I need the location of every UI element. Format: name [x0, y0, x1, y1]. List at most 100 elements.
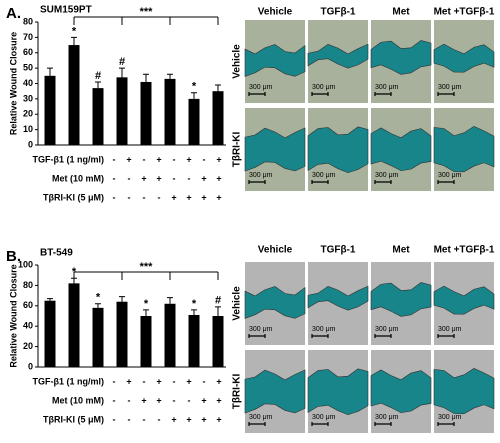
- significance-mark: *: [72, 25, 77, 37]
- bar: [92, 307, 104, 367]
- condition-sign: -: [173, 154, 176, 164]
- condition-sign: +: [156, 376, 161, 386]
- significance-mark: *: [96, 292, 101, 304]
- condition-sign: +: [156, 154, 161, 164]
- error-bar: [215, 84, 221, 92]
- scale-bar: [437, 422, 455, 426]
- scale-bar: [437, 334, 455, 338]
- chart-title: SUM159PT: [40, 5, 92, 16]
- y-axis-label: Relative Wound Closure: [8, 264, 18, 367]
- scale-bar: [248, 422, 266, 426]
- image-column-label: Met +TGFβ-1: [434, 7, 495, 18]
- scale-bar-label: 300 μm: [375, 326, 399, 333]
- image-row-label: TβRI-KI: [232, 374, 243, 410]
- y-tick-label: 30: [23, 93, 33, 103]
- y-tick-label: 40: [23, 321, 33, 331]
- error-bar: [119, 296, 125, 302]
- scale-bar: [311, 92, 329, 96]
- condition-sign: +: [201, 395, 206, 405]
- wound-area: [307, 126, 369, 174]
- bar: [116, 301, 128, 367]
- condition-sign: -: [143, 414, 146, 424]
- condition-sign: -: [113, 192, 116, 202]
- condition-sign: -: [113, 173, 116, 183]
- significance-bracket: [73, 271, 219, 280]
- error-bar: [167, 297, 173, 304]
- significance-bracket: [73, 16, 219, 25]
- error-bar: [167, 73, 173, 79]
- condition-sign: +: [156, 173, 161, 183]
- scale-bar-label: 300 μm: [249, 84, 273, 91]
- wound-area: [307, 285, 369, 311]
- wound-area: [244, 127, 306, 172]
- scale-bar: [374, 92, 392, 96]
- scale-bar-label: 300 μm: [312, 326, 336, 333]
- significance-mark: #: [95, 70, 101, 82]
- scale-bar-label: 300 μm: [375, 84, 399, 91]
- scale-bar: [248, 180, 266, 184]
- condition-sign: -: [188, 395, 191, 405]
- bar: [140, 316, 152, 367]
- bar: [212, 316, 224, 367]
- y-tick-label: 40: [23, 78, 33, 88]
- bar: [164, 78, 176, 145]
- scale-bar-label: 300 μm: [312, 414, 336, 421]
- y-tick-label: 70: [23, 32, 33, 42]
- scale-bar-label: 300 μm: [249, 326, 273, 333]
- wound-area: [370, 40, 432, 75]
- scale-bar-label: 300 μm: [438, 172, 462, 179]
- error-bar: [191, 92, 197, 99]
- image-column-label: TGFβ-1: [321, 245, 356, 256]
- significance-mark: #: [119, 56, 125, 68]
- error-bar: [215, 306, 221, 316]
- y-tick-label: 60: [23, 47, 33, 57]
- condition-sign: +: [141, 395, 146, 405]
- condition-sign: -: [128, 414, 131, 424]
- panel-label: B.: [6, 248, 21, 265]
- error-bar: [119, 67, 125, 78]
- image-column-label: TGFβ-1: [321, 7, 356, 18]
- y-tick-label: 10: [23, 124, 33, 134]
- image-column-label: Vehicle: [258, 245, 293, 256]
- y-tick-label: 50: [23, 63, 33, 73]
- y-tick-label: 60: [23, 300, 33, 310]
- image-row-label: TβRI-KI: [232, 132, 243, 168]
- condition-sign: -: [143, 154, 146, 164]
- condition-sign: +: [171, 192, 176, 202]
- condition-sign: -: [143, 376, 146, 386]
- scale-bar-label: 300 μm: [375, 172, 399, 179]
- condition-label: TβRI-KI (5 μM): [43, 414, 104, 424]
- scale-bar: [248, 334, 266, 338]
- bar: [188, 98, 200, 145]
- error-bar: [191, 309, 197, 315]
- condition-sign: -: [113, 154, 116, 164]
- condition-sign: +: [186, 154, 191, 164]
- bar: [140, 81, 152, 145]
- scale-bar-label: 300 μm: [375, 414, 399, 421]
- bar: [116, 77, 128, 145]
- image-row-label: Vehicle: [232, 286, 243, 321]
- condition-sign: +: [126, 154, 131, 164]
- scale-bar-label: 300 μm: [249, 172, 273, 179]
- image-row-label: Vehicle: [232, 44, 243, 79]
- condition-label: Met (10 mM): [52, 395, 104, 405]
- condition-sign: +: [201, 192, 206, 202]
- bar: [164, 303, 176, 367]
- bar: [44, 75, 56, 145]
- condition-sign: -: [158, 192, 161, 202]
- scale-bar: [374, 180, 392, 184]
- condition-sign: -: [128, 395, 131, 405]
- scale-bar: [311, 180, 329, 184]
- bar: [68, 283, 80, 367]
- y-axis-label: Relative Wound Closure: [8, 32, 18, 135]
- y-tick-label: 20: [23, 341, 33, 351]
- scale-bar-label: 300 μm: [438, 84, 462, 91]
- wound-area: [370, 127, 432, 172]
- condition-sign: -: [173, 376, 176, 386]
- wound-area: [433, 285, 495, 315]
- condition-sign: -: [113, 376, 116, 386]
- error-bar: [71, 36, 77, 46]
- error-bar: [143, 73, 149, 82]
- condition-sign: +: [216, 395, 221, 405]
